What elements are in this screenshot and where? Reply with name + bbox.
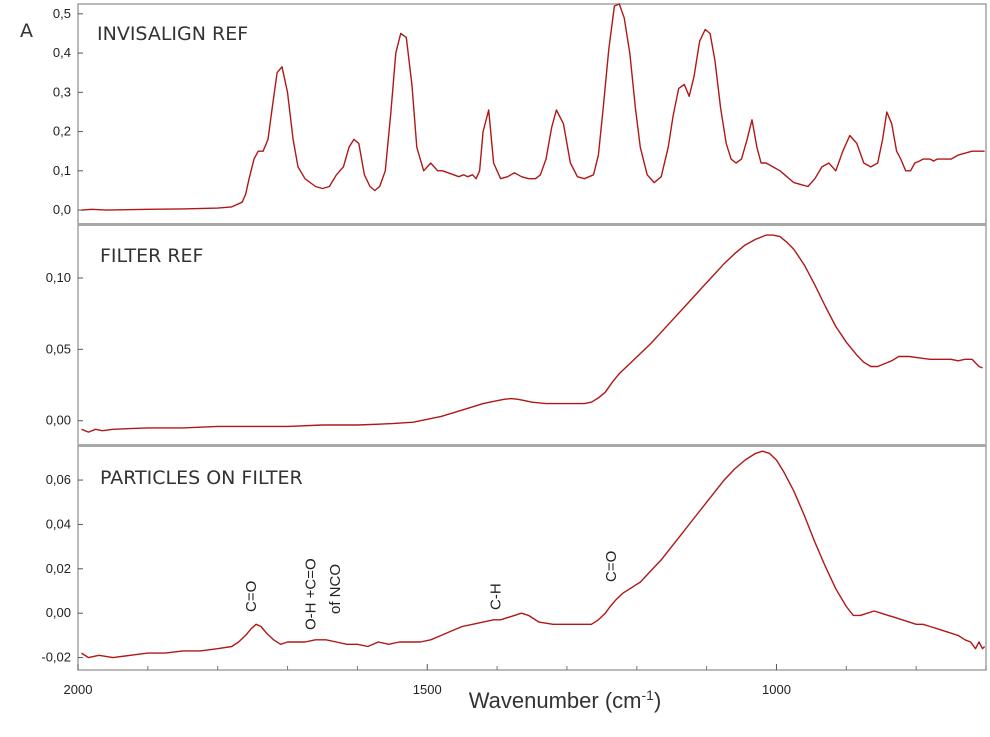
panel-divider [78, 444, 986, 447]
x-tick-label: 2000 [64, 682, 93, 697]
y-tick-label: 0,04 [46, 516, 71, 531]
spectrum-line [81, 3, 985, 211]
x-tick-label: 1500 [413, 682, 442, 697]
figure-panel-label: A [20, 20, 33, 42]
plot-frame [77, 3, 987, 671]
spectrum-line [81, 450, 986, 659]
y-tick-label: -0,02 [41, 650, 71, 665]
panel-divider [78, 223, 986, 226]
y-tick-label: 0,4 [53, 45, 71, 60]
peak-annotation: O-H +C=O [302, 558, 319, 630]
x-axis-label: Wavenumber (cm-1) [469, 687, 662, 713]
peak-annotation: of NCO [327, 564, 344, 614]
y-tick-label: 0,0 [53, 202, 71, 217]
peak-annotation: C-H [488, 583, 505, 610]
spectrum-line [81, 234, 983, 433]
y-tick-label: 0,3 [53, 84, 71, 99]
y-tick-label: 0,02 [46, 561, 71, 576]
y-tick-label: 0,06 [46, 472, 71, 487]
y-tick-label: 0,2 [53, 124, 71, 139]
panel-title: INVISALIGN REF [97, 23, 248, 45]
y-tick-label: 0,1 [53, 163, 71, 178]
y-tick-label: 0,00 [46, 605, 71, 620]
peak-annotation: C=O [603, 551, 620, 582]
x-tick-label: 1000 [762, 682, 791, 697]
y-tick-label: 0,00 [46, 413, 71, 428]
panel-title: PARTICLES ON FILTER [100, 467, 303, 489]
y-tick-label: 0,5 [53, 6, 71, 21]
panel-title: FILTER REF [100, 245, 204, 267]
y-tick-label: 0,05 [46, 341, 71, 356]
y-tick-label: 0,10 [46, 270, 71, 285]
peak-annotation: C=O [243, 581, 260, 612]
